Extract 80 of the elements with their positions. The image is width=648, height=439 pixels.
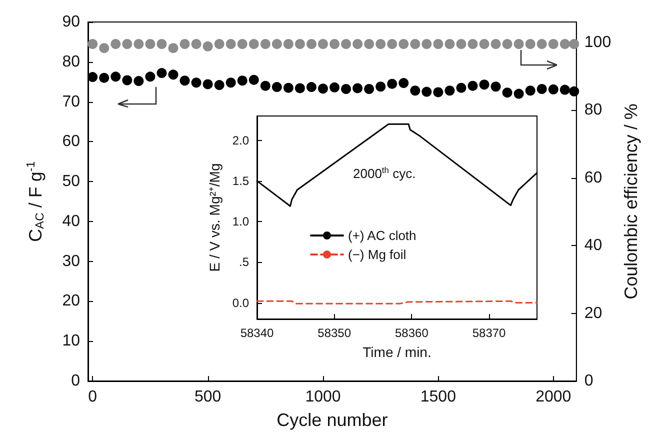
point (156, 68, 167, 78)
point (110, 72, 121, 82)
point (398, 78, 409, 88)
point (88, 72, 98, 82)
point (514, 88, 524, 99)
y-tick-label: 0.0 (232, 296, 250, 310)
x-tick-label: 0 (88, 388, 98, 406)
point (145, 72, 156, 82)
point (364, 84, 374, 94)
point (548, 84, 558, 94)
y-tick-label: 50 (62, 173, 80, 190)
point (226, 78, 236, 88)
y2-tick-label: 0 (584, 372, 594, 390)
point (306, 82, 316, 92)
point (376, 82, 386, 92)
point (560, 84, 570, 95)
y-tick-label: 60 (62, 133, 80, 150)
y2-tick-label: 80 (584, 102, 602, 119)
point (248, 74, 259, 85)
point (422, 86, 432, 97)
point (456, 82, 466, 93)
point (479, 80, 490, 90)
point (536, 84, 547, 94)
point (180, 76, 190, 86)
point (283, 82, 294, 93)
y-axis-title: E / V vs. Mg²⁺/Mg (206, 163, 222, 272)
point (202, 79, 213, 90)
legend-label: (+) AC cloth (348, 228, 416, 243)
y-tick-label: 40 (62, 212, 80, 230)
y-tick-label: 1.5 (232, 174, 250, 188)
x-tick-label: 2000 (536, 388, 572, 406)
y-tick-label: 30 (62, 252, 80, 270)
x-tick-label: 500 (194, 388, 222, 406)
x-tick-label: 58360 (395, 326, 429, 340)
x-tick-label: 58350 (318, 326, 352, 340)
point (502, 88, 512, 98)
y-tick-label: 1.0 (232, 214, 250, 229)
point (260, 80, 270, 91)
x-axis-title: Cycle number (276, 410, 388, 430)
point (352, 83, 363, 94)
y-tick-label: 0 (71, 372, 80, 390)
y-tick-label: .5 (238, 255, 250, 270)
y-tick-label: 2.0 (232, 133, 250, 148)
point (330, 82, 340, 92)
y2-tick-label: 40 (584, 237, 602, 254)
point (294, 83, 305, 94)
point (444, 86, 455, 96)
y2-tick-label: 100 (584, 34, 612, 51)
point (468, 80, 478, 91)
point (214, 80, 224, 90)
point (410, 86, 420, 96)
point (569, 86, 580, 96)
point (490, 82, 501, 92)
x-axis-title: Time / min. (362, 344, 432, 360)
legend-label: (−) Mg foil (348, 247, 406, 262)
y-tick-label: 90 (62, 14, 80, 30)
y-tick-label: 80 (62, 53, 80, 70)
y-tick-label: 10 (62, 332, 80, 350)
y-tick-label: 20 (62, 292, 80, 310)
y2-tick-label: 60 (584, 169, 602, 186)
point (134, 76, 144, 86)
point (318, 84, 328, 94)
point (387, 78, 398, 89)
y2-tick-label: 20 (584, 304, 602, 322)
point (122, 75, 132, 86)
x-tick-label: 58370 (472, 326, 506, 340)
y2-axis-title: Coulombic efficiency / % (621, 104, 641, 300)
point (272, 82, 282, 92)
point (168, 70, 178, 80)
point (433, 87, 444, 98)
x-tick-label: 1000 (305, 388, 341, 406)
point (237, 76, 248, 86)
x-tick-label: 58340 (240, 326, 274, 340)
point (525, 86, 536, 96)
y-axis-title: CAC / F g-1 (24, 161, 46, 242)
y-tick-label: 70 (62, 93, 80, 110)
point (191, 78, 202, 88)
x-tick-label: 1500 (420, 388, 456, 406)
point (99, 72, 110, 83)
point (341, 84, 352, 94)
